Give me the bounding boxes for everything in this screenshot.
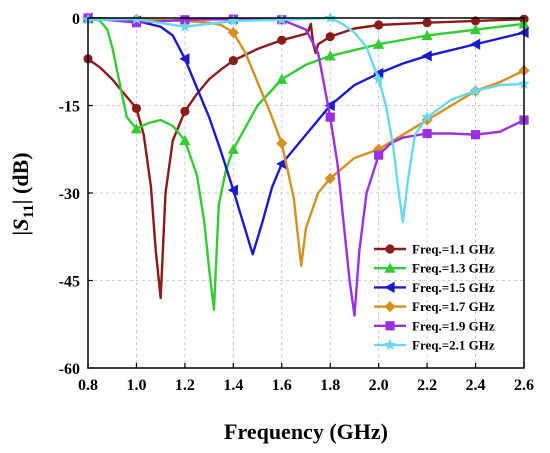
- x-tick-label: 1.0: [126, 377, 146, 394]
- series-6: [82, 11, 530, 224]
- data-point: [227, 184, 238, 196]
- x-tick-label: 2.4: [466, 377, 486, 394]
- x-tick-label: 1.4: [223, 377, 243, 394]
- data-point: [469, 84, 482, 96]
- y-tick-label: -30: [59, 186, 80, 203]
- data-point: [228, 55, 238, 66]
- series-line: [86, 16, 526, 311]
- data-point: [179, 20, 191, 32]
- data-point: [276, 73, 288, 84]
- y-tick-label: -60: [59, 361, 80, 378]
- data-point: [180, 106, 190, 116]
- y-tick-label: -15: [59, 99, 80, 116]
- data-point: [372, 73, 385, 85]
- series-layer: [82, 11, 530, 317]
- y-axis-title-left-bar: |: [8, 231, 33, 236]
- data-point: [275, 13, 288, 25]
- data-point: [227, 26, 239, 39]
- data-point: [276, 158, 287, 170]
- data-point: [180, 15, 190, 25]
- x-tick-label: 2.6: [514, 377, 534, 394]
- series-3: [82, 12, 529, 256]
- data-point: [422, 18, 432, 28]
- legend-marker: [384, 301, 396, 313]
- series-1: [83, 14, 529, 300]
- y-tick-label: -45: [59, 274, 80, 291]
- legend-marker: [384, 281, 395, 293]
- x-axis-title: Frequency (GHz): [224, 419, 388, 444]
- legend-item: Freq.=1.5 GHz: [374, 280, 495, 295]
- legend-item: Freq.=1.3 GHz: [374, 261, 495, 276]
- legend-marker: [384, 338, 396, 350]
- legend-item: Freq.=1.7 GHz: [374, 299, 495, 314]
- y-axis-title-unit: (dB): [8, 152, 33, 199]
- legend-marker: [385, 244, 395, 254]
- data-point: [325, 32, 335, 42]
- data-point: [469, 38, 481, 50]
- data-point: [179, 134, 191, 146]
- data-point: [131, 18, 142, 28]
- data-point: [421, 114, 433, 126]
- data-point: [227, 143, 239, 154]
- data-point: [421, 111, 433, 123]
- x-tick-label: 0.8: [78, 377, 98, 394]
- y-axis-title-symbol: S: [8, 219, 33, 231]
- legend-label: Freq.=1.1 GHz: [412, 242, 495, 257]
- series-line: [86, 16, 526, 268]
- legend-item: Freq.=1.1 GHz: [374, 242, 495, 257]
- x-tick-label: 1.8: [320, 377, 340, 394]
- data-point: [131, 103, 142, 114]
- data-point: [470, 130, 481, 140]
- data-point: [469, 24, 482, 35]
- data-point: [130, 123, 143, 134]
- data-point: [373, 38, 385, 49]
- legend-label: Freq.=1.9 GHz: [412, 318, 495, 333]
- data-point: [324, 172, 336, 185]
- y-axis-title-subscript: 11: [21, 204, 37, 218]
- data-point: [276, 137, 288, 150]
- legend-marker: [384, 262, 396, 273]
- legend: Freq.=1.1 GHz Freq.=1.3 GHz Freq.=1.5 GHz F…: [374, 242, 495, 353]
- series-4: [82, 12, 530, 268]
- legend-label: Freq.=1.7 GHz: [412, 299, 495, 314]
- x-tick-label: 2.2: [417, 377, 437, 394]
- data-point: [421, 29, 433, 41]
- data-point: [325, 112, 335, 122]
- data-point: [179, 53, 190, 65]
- legend-label: Freq.=1.5 GHz: [412, 280, 495, 295]
- data-point: [373, 67, 384, 80]
- legend-item: Freq.=2.1 GHz: [374, 338, 495, 353]
- data-point: [277, 35, 287, 45]
- data-point: [324, 99, 335, 112]
- x-tick-label: 1.2: [175, 377, 195, 394]
- y-axis-title: |S11| (dB): [8, 152, 37, 235]
- series-line: [86, 16, 526, 224]
- grid: [88, 18, 524, 368]
- data-point: [421, 50, 432, 62]
- legend-label: Freq.=1.3 GHz: [412, 261, 495, 276]
- y-axis-title-right-bar: |: [8, 199, 33, 204]
- data-point: [324, 50, 336, 61]
- data-point: [422, 128, 432, 139]
- y-tick-label: 0: [72, 11, 80, 28]
- legend-label: Freq.=2.1 GHz: [412, 338, 495, 353]
- data-point: [374, 150, 384, 160]
- legend-marker: [385, 321, 395, 331]
- x-tick-label: 2.0: [369, 377, 389, 394]
- ticks: 0.8 1.0 1.2 1.4 1.6 1.8 2.0 2.2 2.4 2.6 0 -15 -30 -45…: [59, 11, 534, 394]
- data-point: [374, 20, 384, 30]
- legend-item: Freq.=1.9 GHz: [374, 318, 495, 333]
- series-2: [82, 12, 530, 311]
- x-tick-label: 1.6: [272, 377, 292, 394]
- data-point: [227, 14, 240, 26]
